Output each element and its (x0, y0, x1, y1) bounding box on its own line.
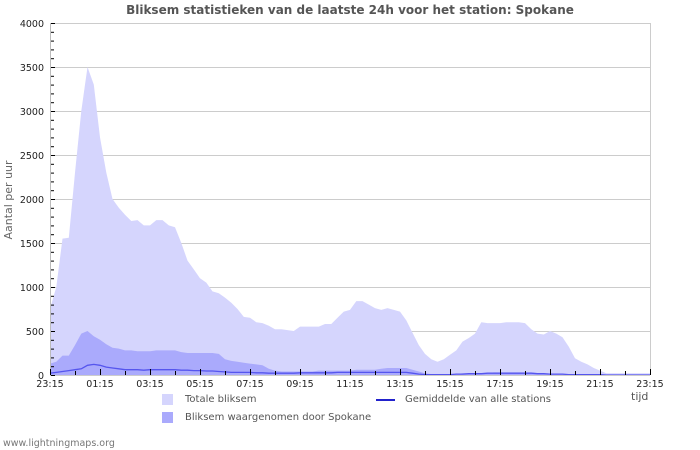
legend-label-station: Bliksem waargenomen door Spokane (185, 412, 372, 423)
svg-text:4000: 4000 (20, 19, 44, 30)
svg-text:3500: 3500 (20, 63, 44, 74)
svg-text:23:15: 23:15 (36, 379, 63, 390)
y-axis-label: Aantal per uur (2, 160, 15, 240)
legend-average: Gemiddelde van alle stations (376, 394, 551, 405)
legend-station: Bliksem waargenomen door Spokane (162, 412, 371, 423)
svg-text:0: 0 (38, 371, 44, 382)
chart-areas (49, 67, 650, 376)
y-axis-ticks: 0 500 1000 1500 2000 2500 3000 3500 4000 (20, 19, 55, 382)
svg-text:23:15: 23:15 (636, 379, 663, 390)
svg-text:1500: 1500 (20, 239, 44, 250)
svg-text:09:15: 09:15 (286, 379, 313, 390)
svg-text:500: 500 (26, 327, 44, 338)
legend-swatch-total (162, 394, 173, 405)
svg-text:3000: 3000 (20, 107, 44, 118)
legend-total: Totale bliksem (162, 394, 256, 405)
chart-title: Bliksem statistieken van de laatste 24h … (126, 3, 574, 17)
svg-text:1000: 1000 (20, 283, 44, 294)
footer-link[interactable]: www.lightningmaps.org (3, 438, 115, 449)
legend-swatch-average (376, 398, 395, 401)
area-total (50, 67, 650, 375)
svg-text:2000: 2000 (20, 195, 44, 206)
legend-label-total: Totale bliksem (185, 394, 257, 405)
svg-text:15:15: 15:15 (436, 379, 463, 390)
svg-text:13:15: 13:15 (386, 379, 413, 390)
svg-text:01:15: 01:15 (86, 379, 113, 390)
area-station (50, 331, 650, 375)
svg-text:17:15: 17:15 (486, 379, 513, 390)
x-axis-ticks: 23:15 01:15 03:15 05:15 07:15 09:15 11:15 13:15… (36, 369, 664, 390)
svg-text:19:15: 19:15 (536, 379, 563, 390)
chart-axes (50, 23, 651, 376)
svg-text:2500: 2500 (20, 151, 44, 162)
svg-text:05:15: 05:15 (186, 379, 213, 390)
svg-text:07:15: 07:15 (236, 379, 263, 390)
x-axis-label: tijd (631, 390, 649, 403)
svg-text:03:15: 03:15 (136, 379, 163, 390)
svg-text:11:15: 11:15 (336, 379, 363, 390)
legend-swatch-station (162, 412, 173, 423)
svg-text:21:15: 21:15 (586, 379, 613, 390)
legend-label-average: Gemiddelde van alle stations (405, 394, 551, 405)
